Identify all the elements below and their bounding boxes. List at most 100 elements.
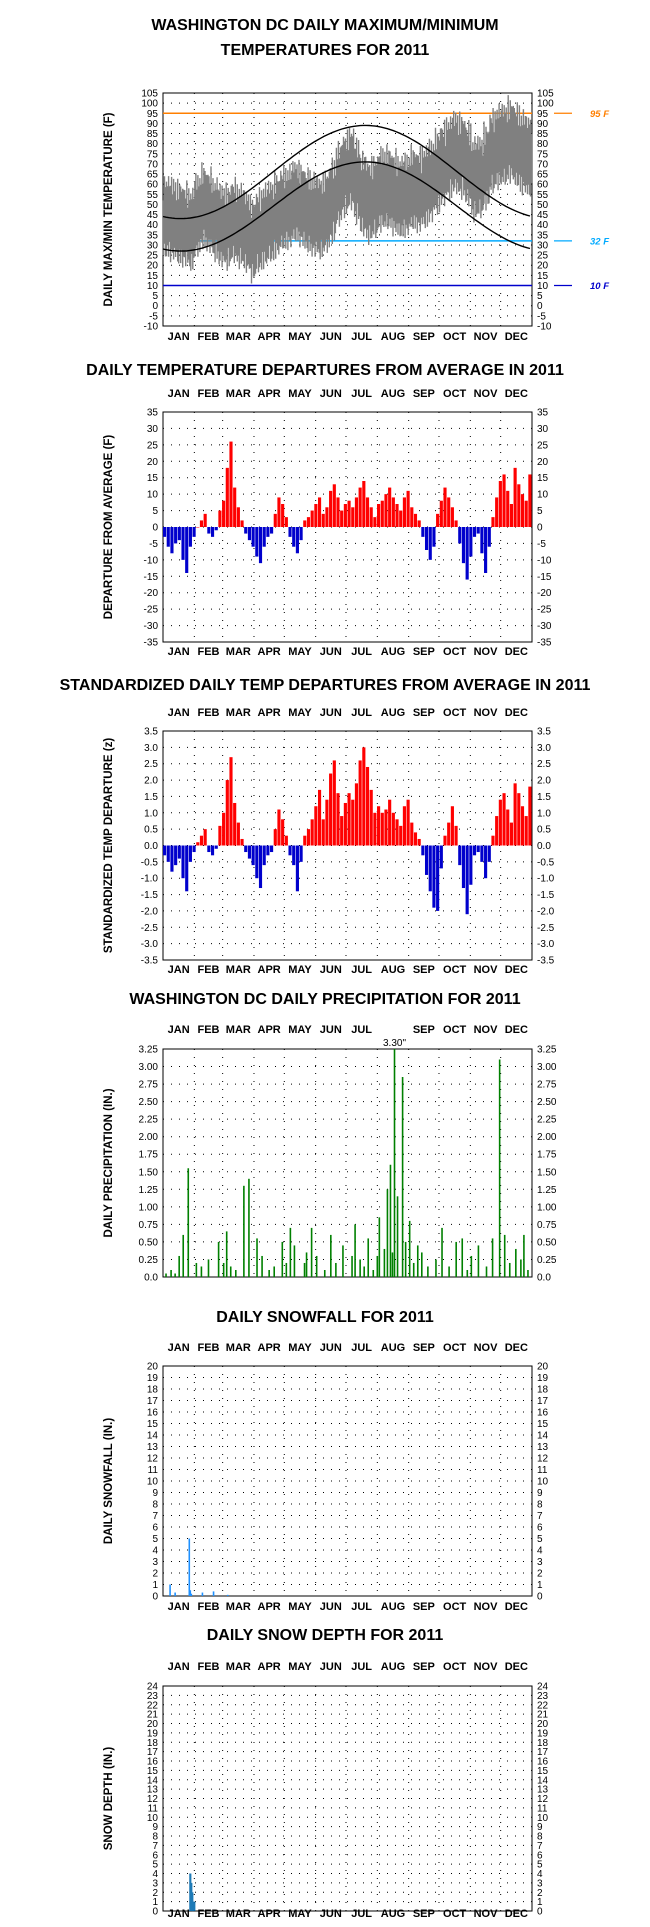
departure-bar-positive [513, 783, 517, 846]
departure-bar-positive [303, 520, 307, 527]
y-tick-label-left: 22 [147, 1700, 159, 1711]
departure-bar-negative [177, 845, 181, 859]
departure-bar-positive [196, 527, 200, 528]
y-tick-label-right: -3.0 [537, 939, 555, 950]
y-tick-label-right: 13 [537, 1442, 549, 1453]
month-label-top: MAR [226, 1342, 251, 1354]
departure-bar-negative [461, 527, 466, 564]
departure-bar-positive [225, 780, 229, 846]
reference-line-label: 95 F [590, 109, 609, 120]
month-label-top: JUN [320, 388, 342, 400]
y-tick-label-right: 3 [537, 1557, 543, 1568]
month-label-bottom: NOV [474, 964, 499, 976]
snow-depth-bar [190, 1873, 192, 1911]
departure-bar-positive [314, 504, 318, 527]
y-tick-label-right: -3.5 [537, 956, 555, 967]
month-label-bottom: NOV [474, 331, 499, 343]
departure-bar-negative [166, 527, 170, 547]
departure-bar-positive [454, 520, 458, 527]
y-tick-label-right: -25 [537, 605, 552, 616]
y-tick-label-right: 1.0 [537, 808, 551, 819]
month-label-top: JAN [168, 1024, 190, 1036]
reference-line-label: 10 F [590, 281, 609, 292]
departure-bar-positive [399, 510, 403, 527]
month-label-top: FEB [197, 388, 219, 400]
departure-bar-positive [347, 793, 351, 846]
departure-bar-negative [472, 527, 477, 537]
y-tick-label-left: 2.75 [139, 1080, 159, 1091]
y-tick-label-left: -30 [144, 621, 159, 632]
y-tick-label-right: 17 [537, 1396, 549, 1407]
departure-bar-negative [439, 845, 443, 869]
y-tick-label-left: 17 [147, 1747, 159, 1758]
y-tick-label-right: 13 [537, 1785, 549, 1796]
departure-bar-negative [185, 527, 189, 573]
departure-bar-positive [502, 793, 506, 846]
departure-bar-positive [495, 497, 499, 527]
month-label-top: AUG [381, 707, 405, 719]
departure-bar-negative [458, 845, 462, 866]
departure-bar-positive [358, 487, 362, 527]
y-tick-label-right: 9 [537, 1488, 543, 1499]
chart-title: DAILY TEMPERATURE DEPARTURES FROM AVERAG… [86, 362, 564, 379]
y-tick-label-right: 0 [537, 301, 543, 312]
departure-bar-negative [465, 527, 469, 580]
month-label-bottom: APR [258, 331, 281, 343]
month-label-top: JUL [351, 707, 372, 719]
y-tick-label-left: 10 [147, 281, 159, 292]
y-tick-label-left: 24 [147, 1682, 159, 1693]
y-tick-label-left: -35 [144, 638, 159, 649]
departure-bar-negative [214, 845, 218, 849]
y-tick-label-right: 45 [537, 210, 549, 221]
month-label-bottom: JAN [168, 1908, 190, 1920]
y-tick-label-right: 85 [537, 129, 549, 140]
month-label-bottom: JAN [168, 331, 190, 343]
y-tick-label-right: 90 [537, 119, 549, 130]
y-tick-label-right: 22 [537, 1700, 549, 1711]
departure-bar-negative [288, 845, 292, 856]
y-tick-label-left: 0.0 [144, 1273, 158, 1284]
month-label-top: JAN [168, 388, 190, 400]
chart-title: DAILY SNOWFALL FOR 2011 [216, 1309, 434, 1326]
departure-bar-positive [384, 494, 388, 527]
departure-bar-positive [491, 835, 495, 846]
departure-bar-negative [210, 527, 215, 537]
y-tick-label-left: 25 [147, 440, 159, 451]
y-tick-label-right: 8 [537, 1832, 543, 1843]
y-tick-label-left: 105 [141, 89, 158, 100]
y-tick-label-left: 0 [152, 301, 158, 312]
departure-bar-negative [163, 845, 167, 856]
y-tick-label-left: 11 [148, 1803, 159, 1814]
month-label-top: JUL [351, 1024, 372, 1036]
y-tick-label-right: 60 [537, 180, 549, 191]
departure-bar-negative [487, 845, 491, 862]
y-tick-label-left: 0 [152, 1592, 158, 1603]
month-label-bottom: SEP [413, 646, 435, 658]
month-label-top: JUN [320, 707, 342, 719]
y-tick-label-left: 10 [147, 490, 159, 501]
month-label-top: APR [258, 388, 281, 400]
departure-bar-negative [251, 845, 255, 866]
month-label-top: MAY [288, 388, 312, 400]
y-tick-label-right: 7 [537, 1841, 543, 1852]
departure-bar-negative [480, 845, 484, 862]
y-tick-label-left: 21 [147, 1710, 159, 1721]
month-label-bottom: AUG [381, 331, 405, 343]
departure-bar-positive [450, 806, 454, 846]
departure-bar-positive [284, 835, 288, 846]
departure-bar-positive [406, 490, 410, 527]
y-tick-label-left: 30 [147, 240, 159, 251]
y-tick-label-right: 25 [537, 440, 549, 451]
departure-bar-negative [428, 845, 432, 892]
y-tick-label-right: 1.75 [537, 1150, 557, 1161]
month-label-top: SEP [413, 1661, 435, 1673]
departure-bar-positive [417, 838, 421, 846]
chart-title: DAILY SNOW DEPTH FOR 2011 [207, 1627, 444, 1644]
month-label-top: OCT [443, 1342, 467, 1354]
departure-bar-negative [469, 845, 473, 885]
y-tick-label-right: 0.5 [537, 825, 551, 836]
departure-bar-negative [181, 527, 185, 560]
y-tick-label-right: -20 [537, 588, 552, 599]
departure-bar-negative [170, 845, 174, 872]
y-tick-label-left: 14 [147, 1775, 159, 1786]
